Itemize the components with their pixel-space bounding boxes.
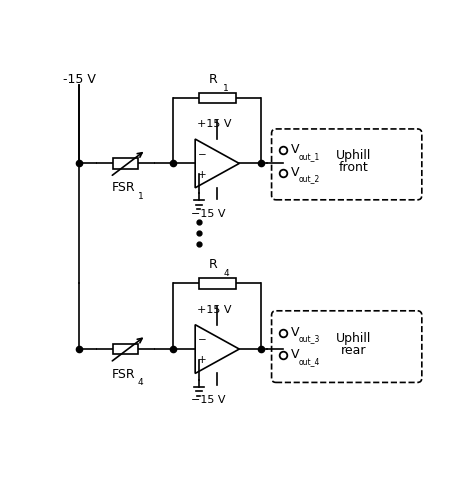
Text: Uphill: Uphill (336, 150, 371, 163)
Text: out_4: out_4 (299, 357, 320, 366)
Text: 4: 4 (137, 378, 143, 387)
Text: out_2: out_2 (299, 174, 320, 183)
Text: Uphill: Uphill (336, 333, 371, 345)
Text: V: V (291, 326, 299, 338)
Text: +15 V: +15 V (197, 119, 231, 129)
Text: rear: rear (340, 344, 366, 356)
Text: $+$: $+$ (197, 354, 207, 365)
Text: out_1: out_1 (299, 152, 320, 161)
Text: FSR: FSR (112, 368, 136, 381)
Text: FSR: FSR (112, 181, 136, 194)
Text: front: front (338, 161, 368, 174)
Bar (199, 278, 236, 289)
Bar (199, 93, 236, 103)
Text: 1: 1 (137, 191, 143, 201)
Bar (113, 158, 138, 169)
Text: $-$: $-$ (197, 148, 207, 158)
Text: V: V (291, 348, 299, 361)
Text: R: R (209, 73, 218, 86)
FancyBboxPatch shape (272, 129, 422, 200)
Text: out_3: out_3 (299, 335, 320, 343)
Text: −15 V: −15 V (191, 209, 226, 219)
Text: $+$: $+$ (197, 169, 207, 180)
Text: −15 V: −15 V (191, 395, 226, 406)
Text: -15 V: -15 V (63, 73, 96, 86)
Text: V: V (291, 143, 299, 156)
Text: 4: 4 (223, 269, 229, 278)
Text: $-$: $-$ (197, 333, 207, 343)
Text: R: R (209, 258, 218, 271)
FancyBboxPatch shape (272, 311, 422, 382)
Text: 1: 1 (223, 84, 229, 93)
Text: +15 V: +15 V (197, 305, 231, 315)
Text: V: V (291, 166, 299, 179)
Bar (113, 344, 138, 355)
